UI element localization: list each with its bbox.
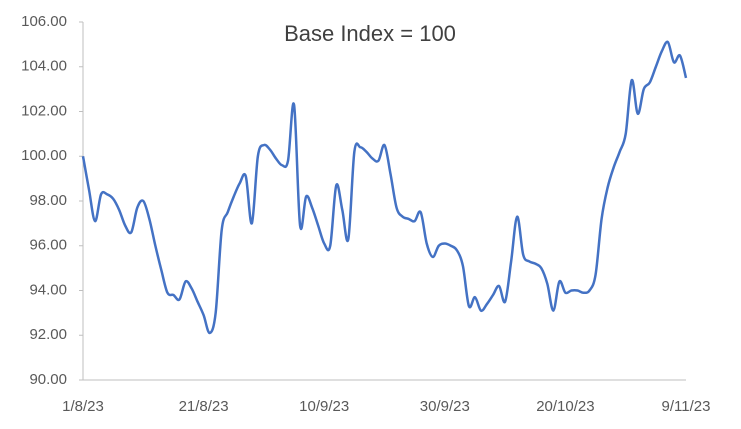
y-tick-label: 96.00 (29, 237, 67, 254)
y-tick-label: 92.00 (29, 326, 67, 343)
x-tick-label: 21/8/23 (179, 398, 229, 415)
y-tick-label: 94.00 (29, 281, 67, 298)
data-line (81, 40, 688, 335)
x-tick-label: 10/9/23 (299, 398, 349, 415)
y-tick-label: 106.00 (21, 13, 67, 30)
y-tick-label: 100.00 (21, 147, 67, 164)
x-tick-label: 1/8/23 (62, 398, 104, 415)
x-tick-label: 30/9/23 (420, 398, 470, 415)
chart-title: Base Index = 100 (284, 21, 456, 46)
x-tick-label: 20/10/23 (536, 398, 594, 415)
y-tick-label: 104.00 (21, 58, 67, 75)
y-tick-label: 98.00 (29, 192, 67, 209)
x-tick-label: 9/11/23 (662, 398, 711, 415)
y-tick-label: 90.00 (29, 371, 67, 388)
y-tick-label: 102.00 (21, 102, 67, 119)
